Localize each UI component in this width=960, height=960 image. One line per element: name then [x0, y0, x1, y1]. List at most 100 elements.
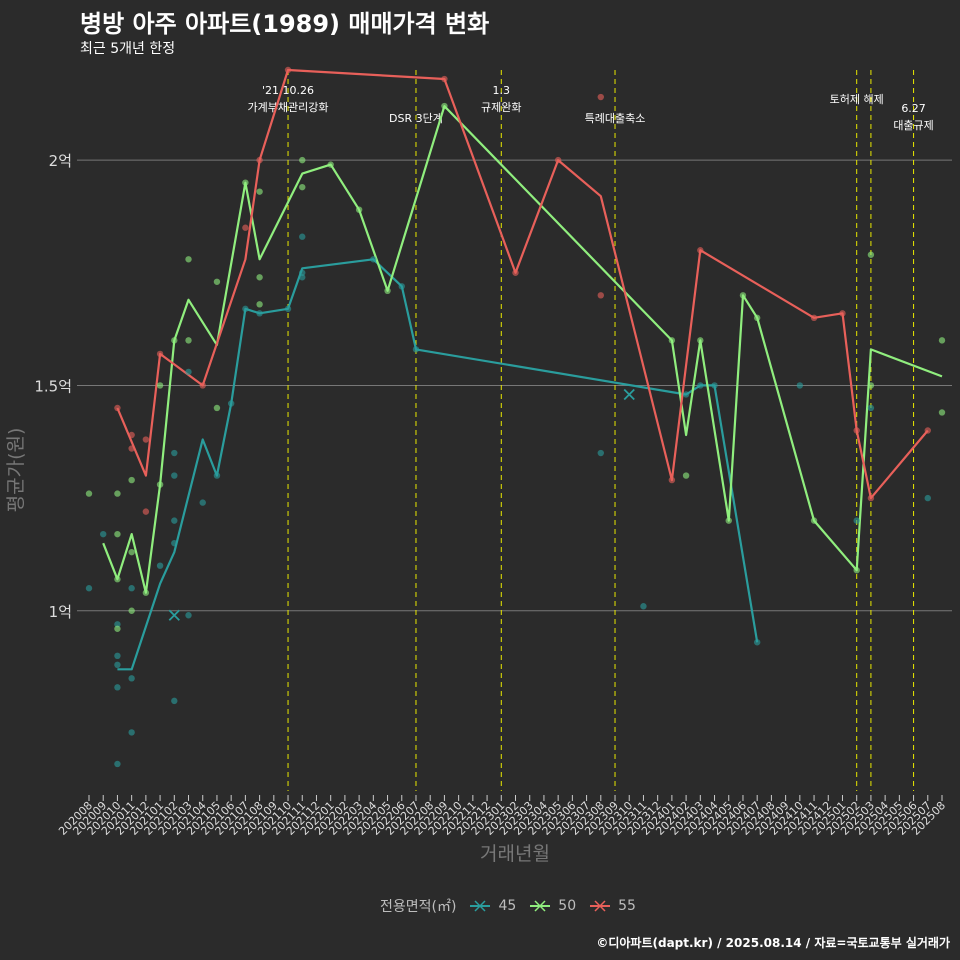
- legend-key-50: [530, 900, 551, 912]
- y-axis-title: 평균가(원): [5, 428, 27, 513]
- data-point-55: [867, 494, 875, 502]
- data-point-45: [85, 585, 93, 592]
- chart-title: 병방 아주 아파트(1989) 매매가격 변화: [80, 10, 490, 38]
- data-point-45: [156, 562, 164, 569]
- series-line-45: [117, 258, 759, 671]
- data-point-50: [299, 156, 306, 164]
- data-point-50: [156, 481, 164, 488]
- y-tick-label: 2억: [49, 152, 72, 170]
- data-point-45: [640, 603, 647, 610]
- legend-item-50: 50: [528, 898, 576, 914]
- y-tick-label: 1억: [49, 603, 72, 621]
- data-point-50: [867, 382, 875, 389]
- data-point-45: [412, 346, 420, 353]
- data-point-50: [384, 287, 391, 295]
- data-point-55: [810, 314, 818, 322]
- data-point-50: [867, 251, 875, 258]
- data-point-45: [284, 305, 292, 313]
- data-point-45: [242, 305, 249, 313]
- data-point-45: [114, 684, 121, 691]
- data-point-45: [697, 382, 704, 389]
- data-point-50: [142, 589, 150, 596]
- event-label: 규제완화: [481, 101, 521, 114]
- data-point-55: [242, 224, 249, 231]
- data-point-55: [512, 269, 519, 276]
- data-point-45: [299, 233, 306, 240]
- chart-subtitle: 최근 5개년 한정: [80, 41, 176, 57]
- data-point-55: [284, 66, 292, 74]
- data-point-45: [867, 404, 875, 412]
- data-point-55: [128, 445, 135, 452]
- data-point-50: [725, 517, 732, 524]
- data-point-45: [185, 612, 192, 619]
- event-label: '21.10.26: [262, 84, 314, 97]
- data-point-45: [171, 539, 178, 547]
- data-point-45: [114, 621, 121, 628]
- data-point-55: [441, 75, 448, 83]
- data-point-55: [156, 350, 164, 358]
- data-point-45: [924, 494, 931, 502]
- data-point-50: [938, 337, 946, 344]
- event-label: 특례대출축소: [585, 112, 646, 125]
- cross-marker-45: [623, 388, 635, 401]
- data-point-45: [128, 675, 135, 682]
- legend-item-55: 55: [588, 898, 636, 914]
- data-point-55: [697, 247, 704, 254]
- data-point-45: [213, 472, 221, 479]
- data-point-50: [753, 314, 761, 322]
- data-point-45: [199, 499, 206, 506]
- data-point-55: [924, 427, 931, 434]
- data-point-50: [355, 206, 363, 213]
- data-point-55: [114, 404, 121, 412]
- data-point-45: [185, 368, 192, 376]
- event-label: 가계부채관리강화: [248, 101, 329, 114]
- data-point-45: [114, 652, 121, 660]
- data-point-45: [128, 585, 135, 592]
- data-point-45: [711, 382, 718, 389]
- data-point-50: [938, 409, 946, 416]
- data-point-50: [114, 625, 121, 632]
- cross-marker-45: [168, 609, 180, 621]
- source-caption: ©디아파트(dapt.kr) / 2025.08.14 / 자료=국토교통부 실…: [596, 936, 950, 950]
- y-tick-label: 1.5억: [34, 377, 72, 395]
- data-point-45: [100, 530, 107, 538]
- data-point-45: [128, 729, 135, 736]
- axis-layer: 1억1.5억2억20200820200920201020201120201220…: [34, 152, 948, 838]
- data-point-55: [668, 476, 676, 484]
- data-point-50: [185, 256, 192, 263]
- data-point-45: [299, 269, 306, 276]
- event-label: 6.27: [901, 102, 926, 115]
- data-point-45: [398, 283, 405, 290]
- legend-label-45: 45: [498, 898, 517, 914]
- legend: 전용면적(㎡) 45 50 55: [380, 896, 636, 916]
- data-point-55: [142, 508, 150, 515]
- data-point-45: [171, 697, 178, 705]
- data-point-45: [299, 274, 306, 281]
- data-point-50: [256, 274, 263, 281]
- data-point-55: [256, 156, 263, 164]
- data-point-50: [242, 179, 249, 186]
- data-point-55: [839, 310, 846, 317]
- data-point-50: [810, 517, 818, 524]
- data-point-50: [128, 607, 135, 614]
- event-label: DSR 3단계: [389, 112, 443, 125]
- data-point-50: [853, 566, 860, 574]
- data-point-45: [682, 391, 690, 398]
- data-point-55: [554, 156, 562, 164]
- data-point-45: [227, 400, 235, 407]
- data-point-45: [171, 517, 178, 524]
- data-point-50: [697, 337, 704, 344]
- legend-key-55: [590, 900, 611, 912]
- data-point-50: [128, 476, 135, 484]
- data-point-50: [256, 301, 263, 308]
- data-point-45: [753, 639, 761, 646]
- data-point-50: [299, 183, 306, 191]
- event-label: 토허제 해제: [830, 92, 884, 106]
- data-point-50: [114, 490, 121, 497]
- legend-item-45: 45: [468, 898, 516, 914]
- data-point-55: [853, 427, 860, 434]
- grid-layer: [77, 159, 952, 612]
- data-point-45: [256, 310, 263, 317]
- data-point-45: [171, 472, 178, 479]
